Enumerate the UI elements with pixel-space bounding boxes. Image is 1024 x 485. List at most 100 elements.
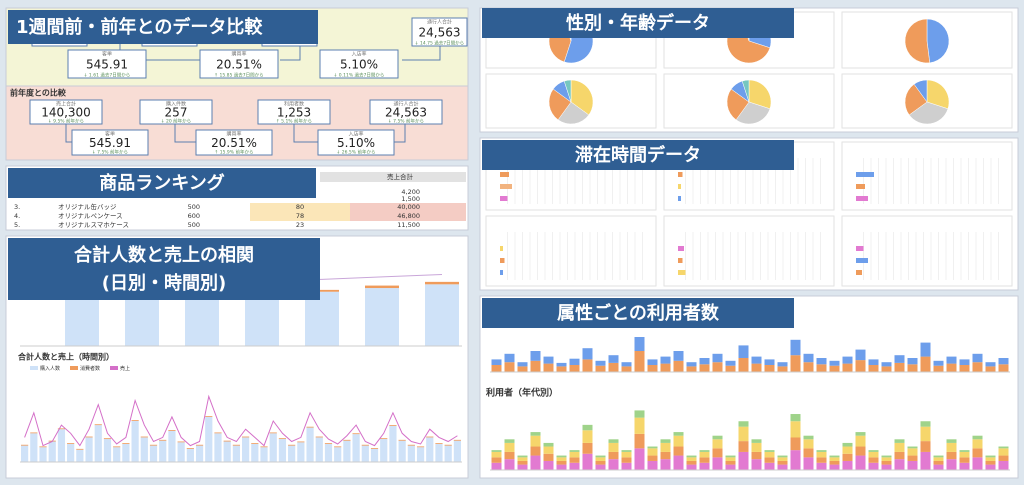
bar-segment: [855, 360, 866, 372]
bar-segment: [751, 442, 762, 452]
bar-segment: [159, 439, 167, 441]
bar-segment: [933, 365, 944, 372]
bar-segment: [712, 439, 723, 449]
bar-segment: [504, 442, 515, 452]
bar: [426, 437, 434, 462]
bar-segment: [920, 342, 931, 357]
content: 売上合計140,300購入件数257利用者数1,253通行人合計24,563↓ …: [10, 11, 1013, 471]
bar-segment: [582, 348, 593, 360]
bar: [297, 442, 305, 462]
table-cell: 3.: [14, 203, 20, 211]
bar-segment: [569, 358, 580, 365]
bar-segment: [582, 442, 593, 454]
bar-segment: [790, 414, 801, 422]
bar-segment: [998, 358, 1009, 365]
bar-segment: [305, 289, 339, 292]
table-cell: 40,000: [397, 203, 420, 211]
connector: [394, 124, 406, 143]
label: 通行人合計: [393, 101, 418, 108]
bar: [425, 284, 459, 346]
bar: [343, 440, 351, 462]
bar: [678, 270, 686, 275]
bar-segment: [933, 457, 944, 461]
bar-segment: [725, 460, 736, 465]
bar-segment: [361, 444, 369, 446]
bar-segment: [517, 362, 528, 367]
bar: [57, 429, 66, 462]
bar: [149, 445, 158, 462]
table-cell: オリジナルスマホケース: [58, 221, 129, 229]
bar-segment: [647, 365, 658, 372]
bar-segment: [790, 450, 801, 470]
bar-segment: [556, 464, 567, 470]
kpi-value: 5.10%: [340, 58, 378, 72]
bar-segment: [673, 360, 684, 372]
bar-segment: [621, 450, 632, 452]
label: ↓ 0.11% 過去7日間から: [334, 72, 385, 79]
bar-segment: [556, 455, 567, 458]
bar-segment: [764, 457, 775, 463]
bar-segment: [370, 448, 379, 449]
panel-title: 滞在時間データ: [575, 144, 701, 166]
bar-segment: [803, 448, 814, 458]
label: 4,200: [401, 188, 420, 196]
chart-cell: [485, 215, 657, 287]
bar-segment: [699, 462, 710, 470]
bar-segment: [803, 362, 814, 372]
bar-segment: [168, 430, 176, 431]
bar-segment: [725, 455, 736, 458]
bar-segment: [582, 430, 593, 443]
bar-segment: [686, 362, 697, 367]
bar-segment: [998, 364, 1009, 372]
bar-segment: [777, 464, 788, 470]
bar-segment: [894, 355, 905, 363]
chart-cell: [663, 73, 835, 129]
bar-segment: [543, 453, 554, 461]
bar-segment: [946, 451, 957, 460]
bar: [260, 447, 268, 462]
bar-segment: [634, 417, 645, 434]
bar: [251, 443, 259, 462]
bar-segment: [829, 360, 840, 366]
legend-label: 消費者数: [80, 365, 100, 372]
chart-title: 合計人数と売上（時間別）: [17, 352, 114, 362]
bar-segment: [389, 425, 397, 426]
bar-segment: [933, 464, 944, 470]
table-cell: 4.: [14, 212, 20, 220]
bar-segment: [608, 355, 619, 363]
panel-title: 1週間前・前年とのデータ比較: [16, 16, 263, 38]
table-cell: 5.: [14, 221, 20, 229]
label: ↓ 26.5% 前年から: [337, 149, 376, 156]
legend-swatch: [30, 366, 38, 370]
bar-segment: [920, 426, 931, 442]
bar-segment: [634, 448, 645, 470]
bar-segment: [725, 464, 736, 470]
kpi-value: 5.10%: [337, 136, 375, 150]
bar-segment: [556, 460, 567, 465]
bar: [398, 440, 406, 462]
bar-segment: [777, 457, 788, 461]
bar: [500, 184, 512, 189]
bar-segment: [842, 442, 853, 447]
table-cell: 80: [296, 203, 304, 211]
bar: [125, 291, 159, 346]
bar-segment: [407, 444, 415, 446]
bar-segment: [260, 446, 268, 448]
bar-segment: [647, 460, 658, 470]
bar-segment: [543, 363, 554, 372]
bar-segment: [725, 365, 736, 372]
bar-segment: [398, 439, 406, 441]
bar: [131, 421, 139, 462]
bar: [278, 439, 287, 462]
bar-segment: [621, 462, 632, 470]
bar-segment: [365, 285, 399, 289]
bar-segment: [425, 281, 459, 285]
kpi-value: 545.91: [89, 136, 131, 150]
bar-segment: [816, 451, 827, 458]
bar-segment: [933, 460, 944, 465]
bar-segment: [868, 451, 879, 458]
bar: [352, 434, 360, 462]
table-cell: 11,500: [397, 221, 420, 229]
title-box: [8, 168, 316, 198]
